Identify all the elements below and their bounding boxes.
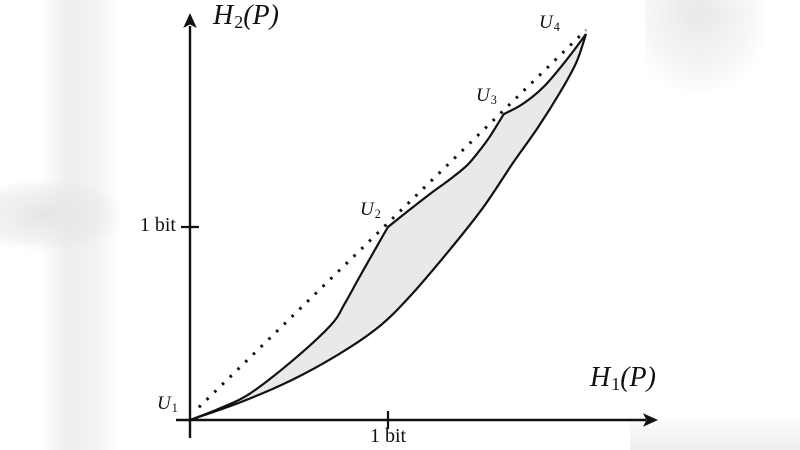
y-axis-variable: H: [213, 0, 234, 31]
point-label-u2-var: U: [360, 199, 374, 220]
x-axis-variable: H: [590, 362, 611, 393]
x-axis-arrowhead: [643, 413, 658, 427]
y-axis-arrowhead: [183, 13, 197, 28]
y-axis-argument: (P): [243, 0, 279, 31]
y-axis-tick-label: 1 bit: [139, 214, 176, 236]
point-label-u4-sub: 4: [553, 19, 560, 34]
point-label-u4-var: U: [539, 12, 553, 33]
point-label-u3-var: U: [476, 85, 490, 106]
x-axis-argument: (P): [620, 362, 656, 393]
point-label-u1-sub: 1: [171, 400, 178, 415]
diagonal-dotted-line: [197, 28, 588, 409]
lower-bound-curve: [189, 33, 588, 422]
x-axis-label: H1(P): [590, 362, 656, 394]
x-axis-subscript: 1: [611, 373, 621, 394]
point-label-u4: U4: [539, 12, 560, 34]
point-label-u2-sub: 2: [374, 206, 381, 221]
point-label-u1-var: U: [157, 393, 171, 414]
x-axis-tick-label: 1 bit: [369, 425, 407, 447]
point-label-u2: U2: [360, 199, 381, 221]
point-label-u3-sub: 3: [490, 92, 497, 107]
y-axis-label: H2(P): [213, 0, 279, 32]
y-axis-subscript: 2: [234, 11, 244, 32]
point-label-u1: U1: [157, 393, 178, 415]
upper-bound-curve: [189, 33, 587, 422]
point-label-u3: U3: [476, 85, 497, 107]
